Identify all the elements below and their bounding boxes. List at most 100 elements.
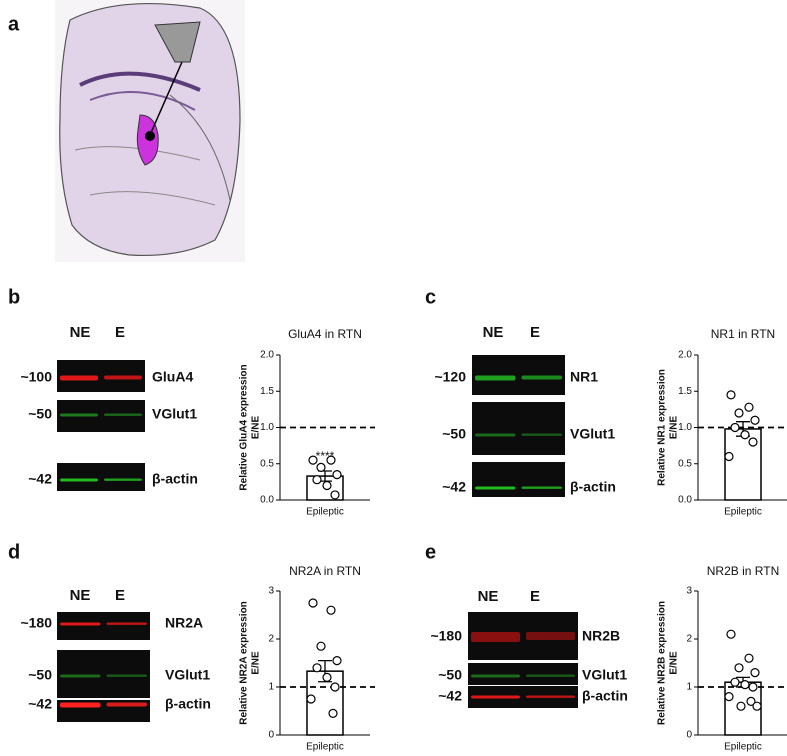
marker-label: ~50 — [438, 667, 462, 683]
marker-label: ~42 — [28, 471, 52, 487]
data-point — [316, 641, 326, 651]
band — [471, 674, 520, 678]
marker-label: ~120 — [434, 369, 466, 385]
blot-strip — [57, 463, 145, 491]
y-tick-label: 1.5 — [678, 386, 692, 397]
y-tick-label: 0.5 — [678, 458, 692, 469]
data-point — [724, 451, 734, 462]
x-tick-label: Epileptic — [306, 742, 344, 753]
blot-strip — [472, 355, 565, 395]
protein-label: VGlut1 — [165, 667, 210, 683]
band — [521, 375, 562, 380]
blot-strip — [468, 663, 578, 685]
chart-title: NR1 in RTN — [711, 327, 775, 341]
band — [521, 433, 562, 436]
marker-label: ~50 — [442, 426, 466, 442]
band — [60, 622, 101, 626]
data-point — [736, 701, 746, 711]
protein-label: β-actin — [582, 688, 628, 704]
data-point — [308, 455, 318, 465]
band — [60, 375, 98, 381]
data-point — [750, 415, 760, 425]
band — [471, 632, 520, 642]
chart-title: GluA4 in RTN — [288, 327, 362, 341]
y-tick-label: 2.0 — [678, 350, 692, 361]
protein-label: GluA4 — [152, 369, 193, 385]
marker-label: ~50 — [28, 406, 52, 422]
band — [475, 375, 516, 381]
y-axis-label: Relative GluA4 expression — [239, 364, 250, 490]
data-point — [322, 480, 332, 491]
band — [526, 632, 575, 640]
band — [60, 413, 98, 417]
protein-label: NR2A — [165, 615, 203, 631]
data-point — [326, 605, 336, 615]
data-point — [330, 682, 340, 692]
lane-label: NE — [70, 324, 91, 341]
data-point — [332, 655, 342, 666]
y-tick-label: 1 — [268, 682, 274, 693]
band — [526, 674, 575, 677]
blot-strip — [57, 612, 150, 640]
marker-label: ~42 — [442, 479, 466, 495]
protein-label: VGlut1 — [582, 667, 627, 683]
lane-label: E — [115, 587, 125, 604]
x-tick-label: Epileptic — [724, 507, 762, 518]
y-tick-label: 0 — [268, 730, 274, 741]
panel-label: e — [425, 541, 436, 563]
lane-label: E — [530, 588, 540, 605]
data-point — [312, 663, 322, 673]
panel-label: b — [8, 286, 20, 308]
data-point — [312, 475, 322, 485]
marker-label: ~42 — [28, 696, 52, 712]
data-point — [740, 430, 750, 440]
marker-label: ~180 — [430, 628, 462, 644]
data-point — [726, 629, 736, 639]
band — [104, 375, 142, 380]
data-point — [316, 462, 326, 472]
lane-label: NE — [70, 587, 91, 604]
data-point — [726, 390, 736, 400]
y-tick-label: 2 — [268, 634, 274, 645]
data-point — [330, 490, 340, 500]
protein-label: β-actin — [570, 479, 616, 495]
chart-title: NR2B in RTN — [707, 564, 779, 578]
data-point — [306, 694, 316, 704]
x-tick-label: Epileptic — [724, 742, 762, 753]
y-axis-label: Relative NR1 expression — [657, 369, 668, 486]
y-axis-label: E/NE — [251, 416, 262, 440]
lane-label: NE — [478, 588, 499, 605]
y-axis-label: Relative NR2A expression — [239, 601, 250, 725]
blot-strip — [57, 650, 150, 698]
band — [526, 695, 575, 698]
y-tick-label: 3 — [268, 586, 274, 597]
x-tick-label: Epileptic — [306, 507, 344, 518]
protein-label: VGlut1 — [152, 406, 197, 422]
y-tick-label: 2.0 — [260, 350, 274, 361]
data-point — [734, 408, 744, 418]
data-point — [326, 455, 336, 465]
y-tick-label: 0 — [686, 730, 692, 741]
band — [106, 674, 147, 677]
band — [106, 622, 147, 625]
chart-title: NR2A in RTN — [289, 564, 361, 578]
y-tick-label: 1 — [686, 682, 692, 693]
blot-strip — [472, 462, 565, 497]
panel-label: c — [425, 286, 436, 308]
blot-strip — [468, 686, 578, 708]
marker-label: ~100 — [20, 369, 52, 385]
data-point — [744, 653, 754, 663]
y-tick-label: 1.5 — [260, 386, 274, 397]
data-point — [724, 691, 734, 702]
y-axis-label: E/NE — [251, 651, 262, 675]
band — [475, 433, 516, 437]
y-tick-label: 1.0 — [260, 422, 274, 433]
marker-label: ~180 — [20, 615, 52, 631]
data-point — [748, 682, 758, 692]
data-point — [744, 402, 754, 412]
y-tick-label: 0.0 — [260, 495, 274, 506]
y-tick-label: 3 — [686, 586, 692, 597]
band — [104, 478, 142, 481]
y-axis-label: E/NE — [669, 416, 680, 440]
data-point — [752, 701, 762, 711]
